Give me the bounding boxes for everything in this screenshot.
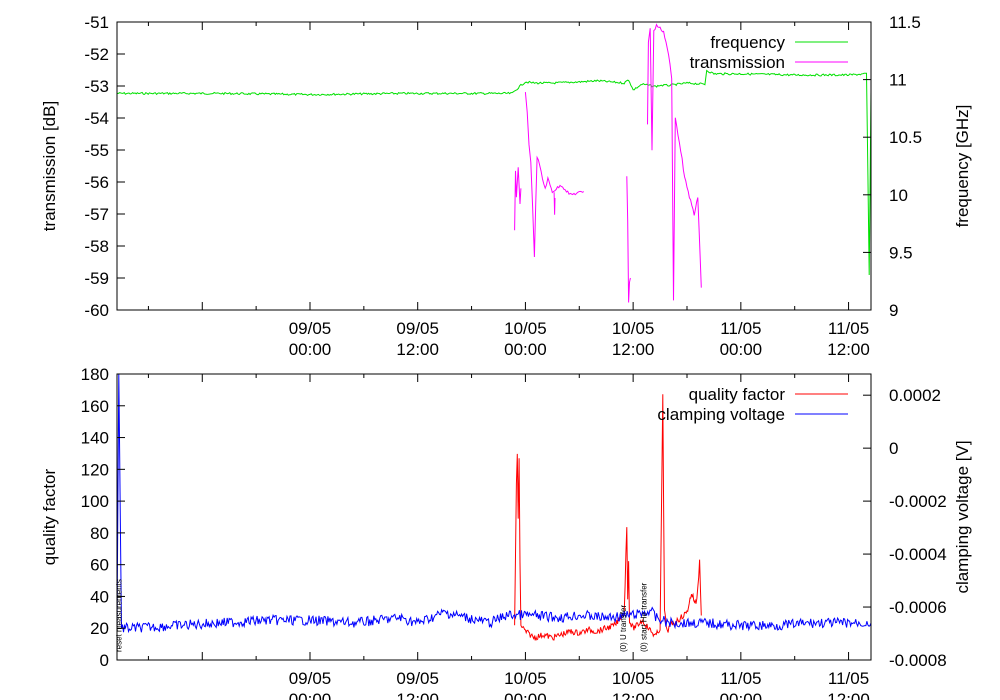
x-tick-date: 09/05	[289, 669, 332, 688]
left-tick-label: 160	[81, 397, 109, 416]
x-tick-date: 10/05	[504, 669, 547, 688]
right-tick-label: 10	[889, 186, 908, 205]
left-tick-label: -55	[84, 141, 109, 160]
right-tick-label: 11	[889, 71, 907, 90]
right-tick-label: 0	[889, 439, 898, 458]
left-tick-label: 100	[81, 492, 109, 511]
event-marker-label: (0) start He transfer	[640, 582, 649, 652]
transmission-line-segment	[524, 92, 585, 258]
bottom-plot-frame	[116, 373, 872, 661]
event-marker-label: reset measurements	[114, 579, 123, 652]
left-tick-label: 120	[81, 460, 109, 479]
x-tick-date: 10/05	[504, 319, 547, 338]
transmission-line-segment	[647, 23, 671, 151]
legend-label: clamping voltage	[657, 405, 785, 424]
x-tick-date: 11/05	[828, 319, 869, 338]
left-tick-label: 40	[90, 587, 109, 606]
x-tick-time: 12:00	[612, 690, 655, 700]
x-tick-time: 12:00	[827, 340, 870, 359]
series-group	[117, 23, 871, 303]
legend-label: quality factor	[689, 385, 786, 404]
left-tick-label: -59	[84, 269, 109, 288]
bottom-series-layer	[117, 374, 871, 641]
x-tick-time: 00:00	[720, 690, 763, 700]
x-tick-time: 12:00	[396, 340, 439, 359]
right-tick-label: -0.0008	[889, 651, 947, 670]
right-tick-label: 10.5	[889, 128, 922, 147]
legend-label: transmission	[690, 53, 785, 72]
left-tick-label: -57	[84, 205, 109, 224]
left-tick-label: 60	[90, 556, 109, 575]
left-tick-label: -56	[84, 173, 109, 192]
transmission-frequency-panel: -51 -52 -53 -54 -55 -56 -57 -58 -59 -60 11.5 11 10.5…	[40, 13, 972, 359]
top-series-layer	[117, 23, 871, 303]
x-tick-date: 10/05	[612, 669, 655, 688]
right-tick-label: 9.5	[889, 243, 913, 262]
left-tick-label: -51	[84, 13, 109, 32]
clamping-voltage-line	[117, 374, 871, 634]
x-tick-time: 12:00	[396, 690, 439, 700]
bottom-right-axis-title: clamping voltage [V]	[953, 440, 972, 593]
x-tick-date: 09/05	[396, 319, 439, 338]
right-tick-label: -0.0004	[889, 545, 947, 564]
series-group	[117, 374, 871, 641]
left-tick-label: 80	[90, 524, 109, 543]
top-right-axis-title: frequency [GHz]	[953, 105, 972, 228]
left-tick-label: -54	[84, 109, 109, 128]
x-tick-date: 11/05	[720, 669, 761, 688]
left-tick-label: 140	[81, 429, 109, 448]
x-tick-date: 11/05	[828, 669, 869, 688]
transmission-line-segment	[669, 63, 702, 301]
right-tick-label: 9	[889, 301, 898, 320]
x-tick-time: 00:00	[289, 690, 332, 700]
left-tick-label: 180	[81, 365, 109, 384]
x-tick-date: 11/05	[720, 319, 761, 338]
bottom-left-axis-title: quality factor	[40, 468, 59, 565]
transmission-line-segment	[626, 176, 631, 303]
x-tick-time: 12:00	[612, 340, 655, 359]
frequency-line	[117, 69, 871, 276]
transmission-line-segment	[514, 167, 522, 231]
x-tick-time: 12:00	[827, 690, 870, 700]
top-plot-frame	[116, 21, 872, 311]
left-tick-label: -53	[84, 77, 109, 96]
event-marker-label: (0) U transfer	[619, 605, 628, 652]
bottom-axes-layer: 180 160 140 120 100 80 60 40 20 0 0.0002 0 -0.0002 -0…	[81, 365, 947, 700]
left-tick-label: -60	[84, 301, 109, 320]
right-tick-label: 11.5	[889, 13, 921, 32]
right-tick-label: 0.0002	[889, 386, 941, 405]
x-tick-time: 00:00	[289, 340, 332, 359]
quality-factor-line	[514, 394, 702, 641]
left-tick-label: -52	[84, 45, 109, 64]
left-tick-label: 0	[100, 651, 109, 670]
x-tick-time: 00:00	[720, 340, 763, 359]
x-tick-date: 10/05	[612, 319, 655, 338]
top-axes-layer: -51 -52 -53 -54 -55 -56 -57 -58 -59 -60 11.5 11 10.5…	[84, 13, 922, 359]
right-tick-label: -0.0002	[889, 492, 947, 511]
x-tick-time: 00:00	[504, 340, 547, 359]
top-left-axis-title: transmission [dB]	[40, 101, 59, 231]
x-tick-date: 09/05	[396, 669, 439, 688]
right-tick-label: -0.0006	[889, 598, 947, 617]
left-tick-label: 20	[90, 619, 109, 638]
quality-clamping-panel: 180 160 140 120 100 80 60 40 20 0 0.0002 0 -0.0002 -0…	[40, 365, 972, 700]
left-tick-label: -58	[84, 237, 109, 256]
x-tick-time: 00:00	[504, 690, 547, 700]
transmission-line-segment	[553, 192, 556, 215]
x-tick-date: 09/05	[289, 319, 332, 338]
legend-label: frequency	[710, 33, 785, 52]
